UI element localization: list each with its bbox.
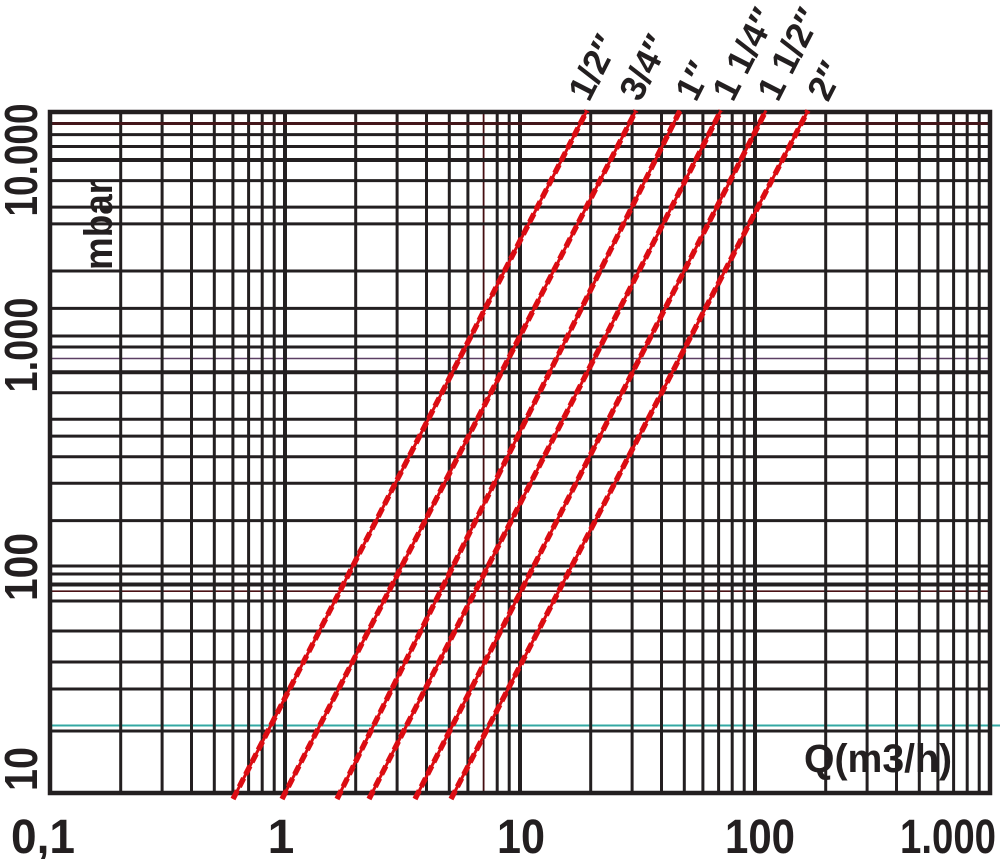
svg-text:Q(m3/h): Q(m3/h) (804, 737, 952, 781)
svg-text:1: 1 (268, 811, 295, 859)
svg-text:0,1: 0,1 (11, 811, 75, 859)
svg-text:10: 10 (497, 811, 545, 859)
svg-text:10.000: 10.000 (0, 104, 47, 217)
svg-text:1/2″: 1/2″ (560, 28, 627, 107)
svg-text:3/4″: 3/4″ (611, 28, 678, 107)
svg-text:10: 10 (0, 747, 47, 791)
svg-text:1.000: 1.000 (900, 811, 996, 859)
svg-text:mbar: mbar (77, 180, 121, 270)
svg-text:1.000: 1.000 (0, 298, 47, 393)
svg-text:100: 100 (0, 533, 47, 601)
svg-text:100: 100 (725, 811, 795, 859)
